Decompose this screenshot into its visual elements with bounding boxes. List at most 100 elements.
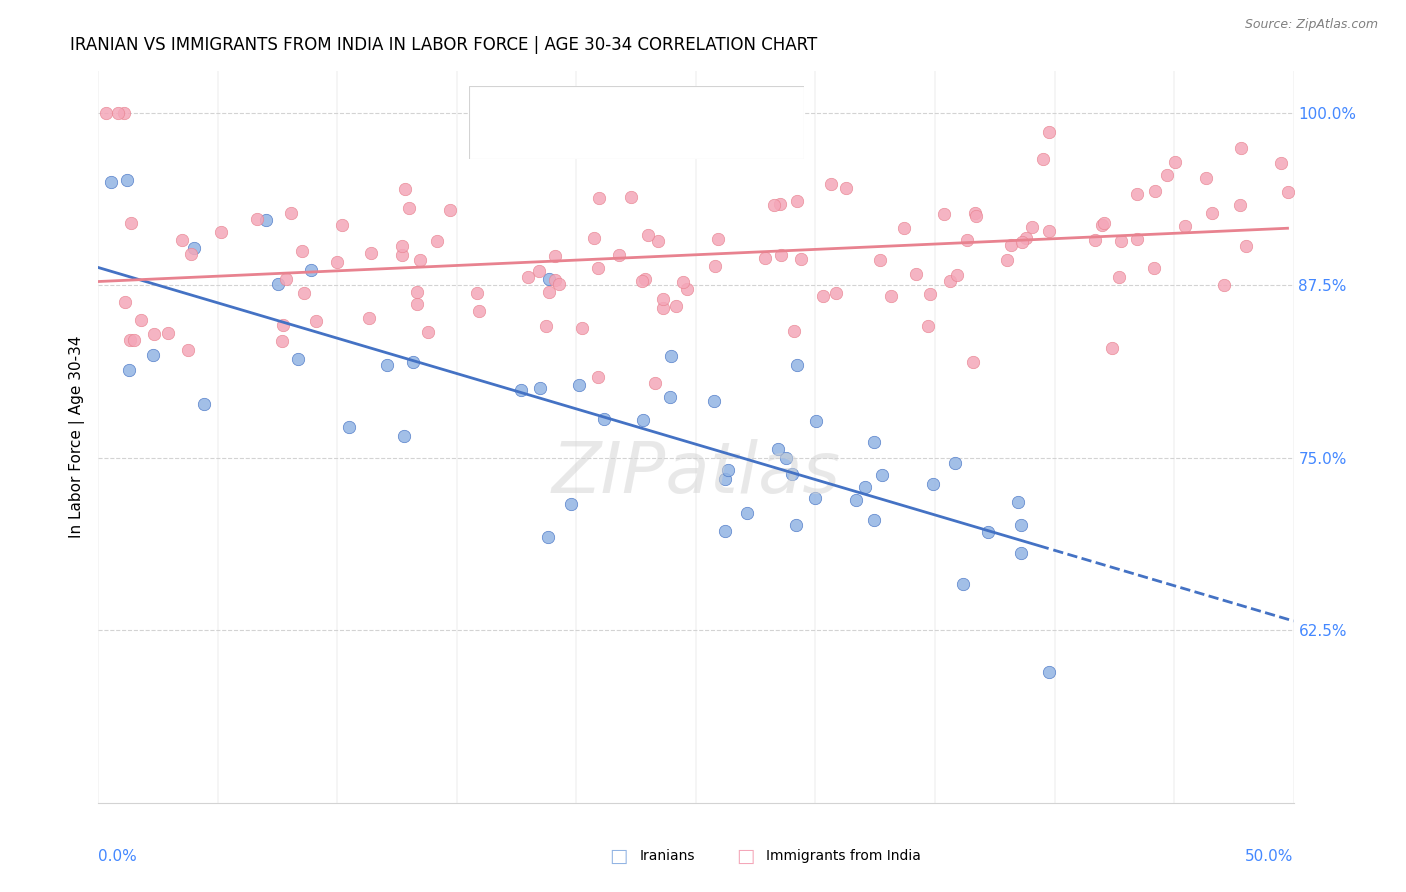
- Iranians: [714, 472, 737, 486]
- Immigrants from India: [704, 259, 727, 273]
- Immigrants from India: [1091, 219, 1114, 233]
- Immigrants from India: [583, 231, 606, 245]
- Immigrants from India: [790, 252, 813, 266]
- Immigrants from India: [107, 105, 129, 120]
- Iranians: [1007, 495, 1029, 509]
- Immigrants from India: [607, 248, 630, 262]
- Immigrants from India: [1143, 261, 1166, 276]
- Iranians: [922, 476, 945, 491]
- Immigrants from India: [177, 343, 200, 357]
- Iranians: [267, 277, 290, 291]
- Immigrants from India: [672, 275, 695, 289]
- Immigrants from India: [172, 233, 194, 247]
- Immigrants from India: [536, 319, 558, 334]
- Immigrants from India: [294, 286, 316, 301]
- Immigrants from India: [114, 295, 136, 310]
- Immigrants from India: [963, 206, 986, 220]
- Immigrants from India: [271, 334, 294, 348]
- Iranians: [1010, 518, 1032, 533]
- Text: 0.0%: 0.0%: [98, 849, 138, 863]
- Text: Source: ZipAtlas.com: Source: ZipAtlas.com: [1244, 18, 1378, 31]
- Immigrants from India: [1230, 141, 1253, 155]
- Immigrants from India: [762, 198, 785, 212]
- Iranians: [870, 468, 893, 483]
- Iranians: [510, 383, 533, 397]
- Immigrants from India: [905, 267, 928, 281]
- Immigrants from India: [426, 234, 449, 248]
- Immigrants from India: [1125, 232, 1147, 246]
- Immigrants from India: [112, 105, 135, 120]
- Iranians: [115, 173, 138, 187]
- Immigrants from India: [326, 254, 349, 268]
- Iranians: [785, 518, 807, 533]
- Immigrants from India: [707, 232, 730, 246]
- Immigrants from India: [544, 248, 567, 262]
- Iranians: [100, 175, 122, 189]
- Immigrants from India: [398, 201, 420, 215]
- Text: □: □: [735, 847, 755, 866]
- Iranians: [775, 450, 797, 465]
- Immigrants from India: [1229, 198, 1251, 212]
- Immigrants from India: [920, 286, 942, 301]
- Immigrants from India: [586, 260, 609, 275]
- Immigrants from India: [1109, 234, 1132, 248]
- Immigrants from India: [571, 320, 593, 334]
- Immigrants from India: [291, 244, 314, 259]
- Immigrants from India: [1032, 152, 1054, 166]
- Iranians: [862, 434, 884, 449]
- Immigrants from India: [1092, 216, 1115, 230]
- Immigrants from India: [118, 333, 141, 347]
- Iranians: [254, 213, 277, 227]
- Immigrants from India: [1021, 220, 1043, 235]
- Immigrants from India: [394, 182, 416, 196]
- Iranians: [537, 530, 560, 544]
- Immigrants from India: [180, 246, 202, 260]
- Immigrants from India: [651, 301, 673, 315]
- Immigrants from India: [1000, 237, 1022, 252]
- Immigrants from India: [946, 268, 969, 283]
- Immigrants from India: [467, 303, 489, 318]
- Immigrants from India: [1108, 269, 1130, 284]
- Immigrants from India: [647, 234, 669, 248]
- Text: 50.0%: 50.0%: [1246, 849, 1294, 863]
- Iranians: [377, 358, 399, 372]
- Iranians: [952, 577, 974, 591]
- Immigrants from India: [439, 202, 461, 217]
- Text: ZIPatlas: ZIPatlas: [551, 439, 841, 508]
- Immigrants from India: [359, 311, 381, 326]
- Immigrants from India: [1234, 239, 1257, 253]
- Immigrants from India: [1143, 184, 1166, 198]
- Iranians: [659, 350, 682, 364]
- Immigrants from India: [142, 326, 165, 341]
- Immigrants from India: [644, 376, 666, 390]
- Text: Immigrants from India: Immigrants from India: [766, 849, 921, 863]
- Immigrants from India: [406, 297, 429, 311]
- Immigrants from India: [1011, 235, 1033, 249]
- Immigrants from India: [825, 286, 848, 301]
- Immigrants from India: [330, 218, 353, 232]
- Iranians: [1038, 665, 1060, 679]
- Immigrants from India: [305, 314, 328, 328]
- Iranians: [735, 506, 758, 520]
- Immigrants from India: [754, 251, 776, 265]
- Immigrants from India: [820, 178, 842, 192]
- Immigrants from India: [1125, 186, 1147, 201]
- Immigrants from India: [880, 288, 903, 302]
- Iranians: [142, 348, 165, 362]
- Iranians: [337, 420, 360, 434]
- Iranians: [392, 429, 415, 443]
- Immigrants from India: [409, 253, 432, 268]
- Immigrants from India: [893, 220, 915, 235]
- Iranians: [863, 513, 886, 527]
- Immigrants from India: [995, 253, 1018, 268]
- Immigrants from India: [917, 318, 939, 333]
- Immigrants from India: [527, 264, 550, 278]
- Immigrants from India: [94, 105, 117, 120]
- Iranians: [658, 390, 681, 404]
- Immigrants from India: [665, 299, 688, 313]
- Iranians: [853, 480, 876, 494]
- Immigrants from India: [120, 216, 142, 230]
- Iranians: [568, 378, 591, 392]
- Immigrants from India: [1038, 223, 1060, 237]
- Iranians: [633, 413, 655, 427]
